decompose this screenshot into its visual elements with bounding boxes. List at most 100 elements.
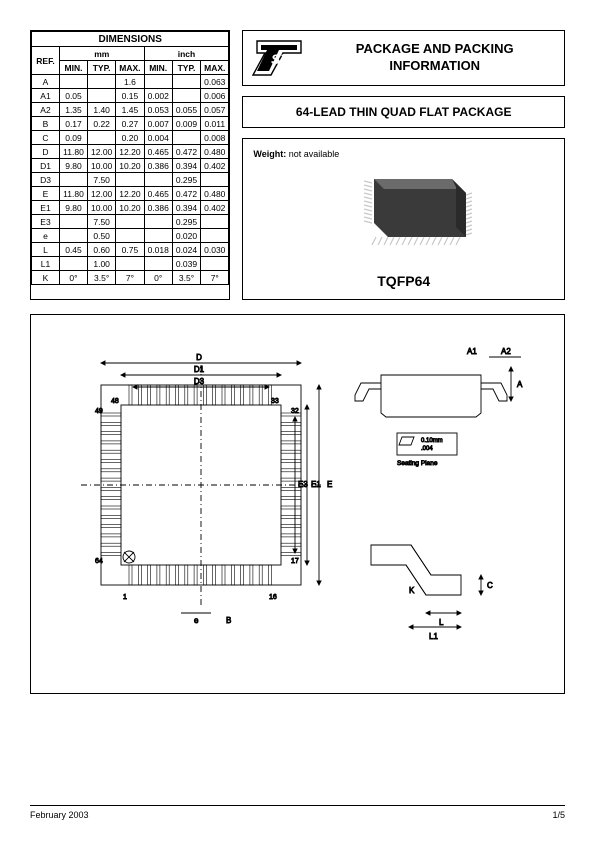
value-cell: 0.295 — [172, 215, 200, 229]
value-cell: 0.27 — [116, 117, 144, 131]
sub-min-in: MIN. — [144, 61, 172, 75]
dimensions-table: DIMENSIONS REF. mm inch MIN. TYP. MAX. M… — [31, 31, 229, 285]
value-cell: 0.020 — [172, 229, 200, 243]
value-cell: 0.472 — [172, 145, 200, 159]
table-unit-row: REF. mm inch — [32, 47, 229, 61]
value-cell: 0.004 — [144, 131, 172, 145]
ref-cell: A2 — [32, 103, 60, 117]
st-logo-icon: ST — [251, 39, 307, 77]
table-row: B0.170.220.270.0070.0090.011 — [32, 117, 229, 131]
value-cell: 7° — [116, 271, 144, 285]
value-cell: 12.00 — [88, 145, 116, 159]
value-cell: 0.386 — [144, 201, 172, 215]
value-cell — [144, 215, 172, 229]
value-cell: 0° — [60, 271, 88, 285]
dimensions-table-container: DIMENSIONS REF. mm inch MIN. TYP. MAX. M… — [30, 30, 230, 300]
table-row: C0.090.200.0040.008 — [32, 131, 229, 145]
pin-17: 17 — [291, 558, 299, 565]
value-cell — [144, 173, 172, 187]
seating-tol: 0.10mm — [421, 438, 443, 444]
value-cell: 0.008 — [201, 131, 229, 145]
seating-label: Seating Plane — [397, 460, 438, 467]
dim-l: L — [439, 618, 444, 627]
value-cell: 0.394 — [172, 201, 200, 215]
value-cell: 10.20 — [116, 159, 144, 173]
dim-e-small: e — [194, 616, 199, 625]
table-row: E37.500.295 — [32, 215, 229, 229]
sub-max-in: MAX. — [201, 61, 229, 75]
value-cell: 0.295 — [172, 173, 200, 187]
value-cell: 9.80 — [60, 159, 88, 173]
svg-text:ST: ST — [271, 51, 290, 67]
value-cell: 1.00 — [88, 257, 116, 271]
value-cell — [116, 229, 144, 243]
pin-32: 32 — [291, 408, 299, 415]
value-cell — [60, 215, 88, 229]
value-cell: 0.039 — [172, 257, 200, 271]
value-cell: 11.80 — [60, 145, 88, 159]
value-cell: 0.05 — [60, 89, 88, 103]
table-row: e0.500.020 — [32, 229, 229, 243]
value-cell: 0.22 — [88, 117, 116, 131]
ref-header: REF. — [32, 47, 60, 75]
sub-max-mm: MAX. — [116, 61, 144, 75]
value-cell: 12.20 — [116, 187, 144, 201]
value-cell: 0.018 — [144, 243, 172, 257]
value-cell: 0.465 — [144, 145, 172, 159]
value-cell — [116, 215, 144, 229]
value-cell: 0° — [144, 271, 172, 285]
value-cell: 0.20 — [116, 131, 144, 145]
dim-a2: A2 — [501, 347, 511, 356]
value-cell: 1.40 — [88, 103, 116, 117]
mechanical-diagram: D D1 D3 E E1 E3 48 33 49 64 32 17 1 16 — [51, 335, 546, 675]
value-cell: 3.5° — [172, 271, 200, 285]
value-cell: 7.50 — [88, 215, 116, 229]
table-row: L11.000.039 — [32, 257, 229, 271]
dim-e1-big: E1 — [311, 480, 321, 489]
value-cell: 10.00 — [88, 159, 116, 173]
table-row: A21.351.401.450.0530.0550.057 — [32, 103, 229, 117]
footer-date: February 2003 — [30, 810, 89, 820]
dim-a1: A1 — [467, 347, 477, 356]
value-cell: 0.15 — [116, 89, 144, 103]
value-cell: 0.75 — [116, 243, 144, 257]
pin-48: 48 — [111, 398, 119, 405]
dim-d1: D1 — [194, 365, 205, 374]
value-cell: 0.465 — [144, 187, 172, 201]
value-cell — [144, 75, 172, 89]
value-cell: 0.17 — [60, 117, 88, 131]
value-cell: 0.024 — [172, 243, 200, 257]
value-cell: 0.480 — [201, 187, 229, 201]
table-row: E19.8010.0010.200.3860.3940.402 — [32, 201, 229, 215]
value-cell: 0.063 — [201, 75, 229, 89]
table-title: DIMENSIONS — [32, 32, 229, 47]
seating-inch: .004 — [421, 446, 433, 452]
mechanical-diagram-box: D D1 D3 E E1 E3 48 33 49 64 32 17 1 16 — [30, 314, 565, 694]
dim-b: B — [226, 616, 231, 625]
value-cell: 0.394 — [172, 159, 200, 173]
table-row: L0.450.600.750.0180.0240.030 — [32, 243, 229, 257]
table-row: A10.050.150.0020.006 — [32, 89, 229, 103]
dim-k: K — [409, 586, 415, 595]
sub-min-mm: MIN. — [60, 61, 88, 75]
value-cell — [60, 229, 88, 243]
top-row: DIMENSIONS REF. mm inch MIN. TYP. MAX. M… — [30, 30, 565, 300]
table-row: A1.60.063 — [32, 75, 229, 89]
ref-cell: D3 — [32, 173, 60, 187]
table-row: K0°3.5°7°0°3.5°7° — [32, 271, 229, 285]
value-cell — [172, 131, 200, 145]
value-cell: 1.35 — [60, 103, 88, 117]
inch-header: inch — [144, 47, 229, 61]
ref-cell: A1 — [32, 89, 60, 103]
value-cell: 0.386 — [144, 159, 172, 173]
pin-64: 64 — [95, 558, 103, 565]
header-box: ST PACKAGE AND PACKING INFORMATION — [242, 30, 565, 86]
dim-e3-big: E3 — [298, 480, 308, 489]
value-cell: 12.00 — [88, 187, 116, 201]
value-cell: 0.402 — [201, 201, 229, 215]
value-cell — [116, 173, 144, 187]
value-cell: 10.20 — [116, 201, 144, 215]
value-cell: 11.80 — [60, 187, 88, 201]
dim-l1: L1 — [429, 632, 438, 641]
page-footer: February 2003 1/5 — [30, 805, 565, 820]
